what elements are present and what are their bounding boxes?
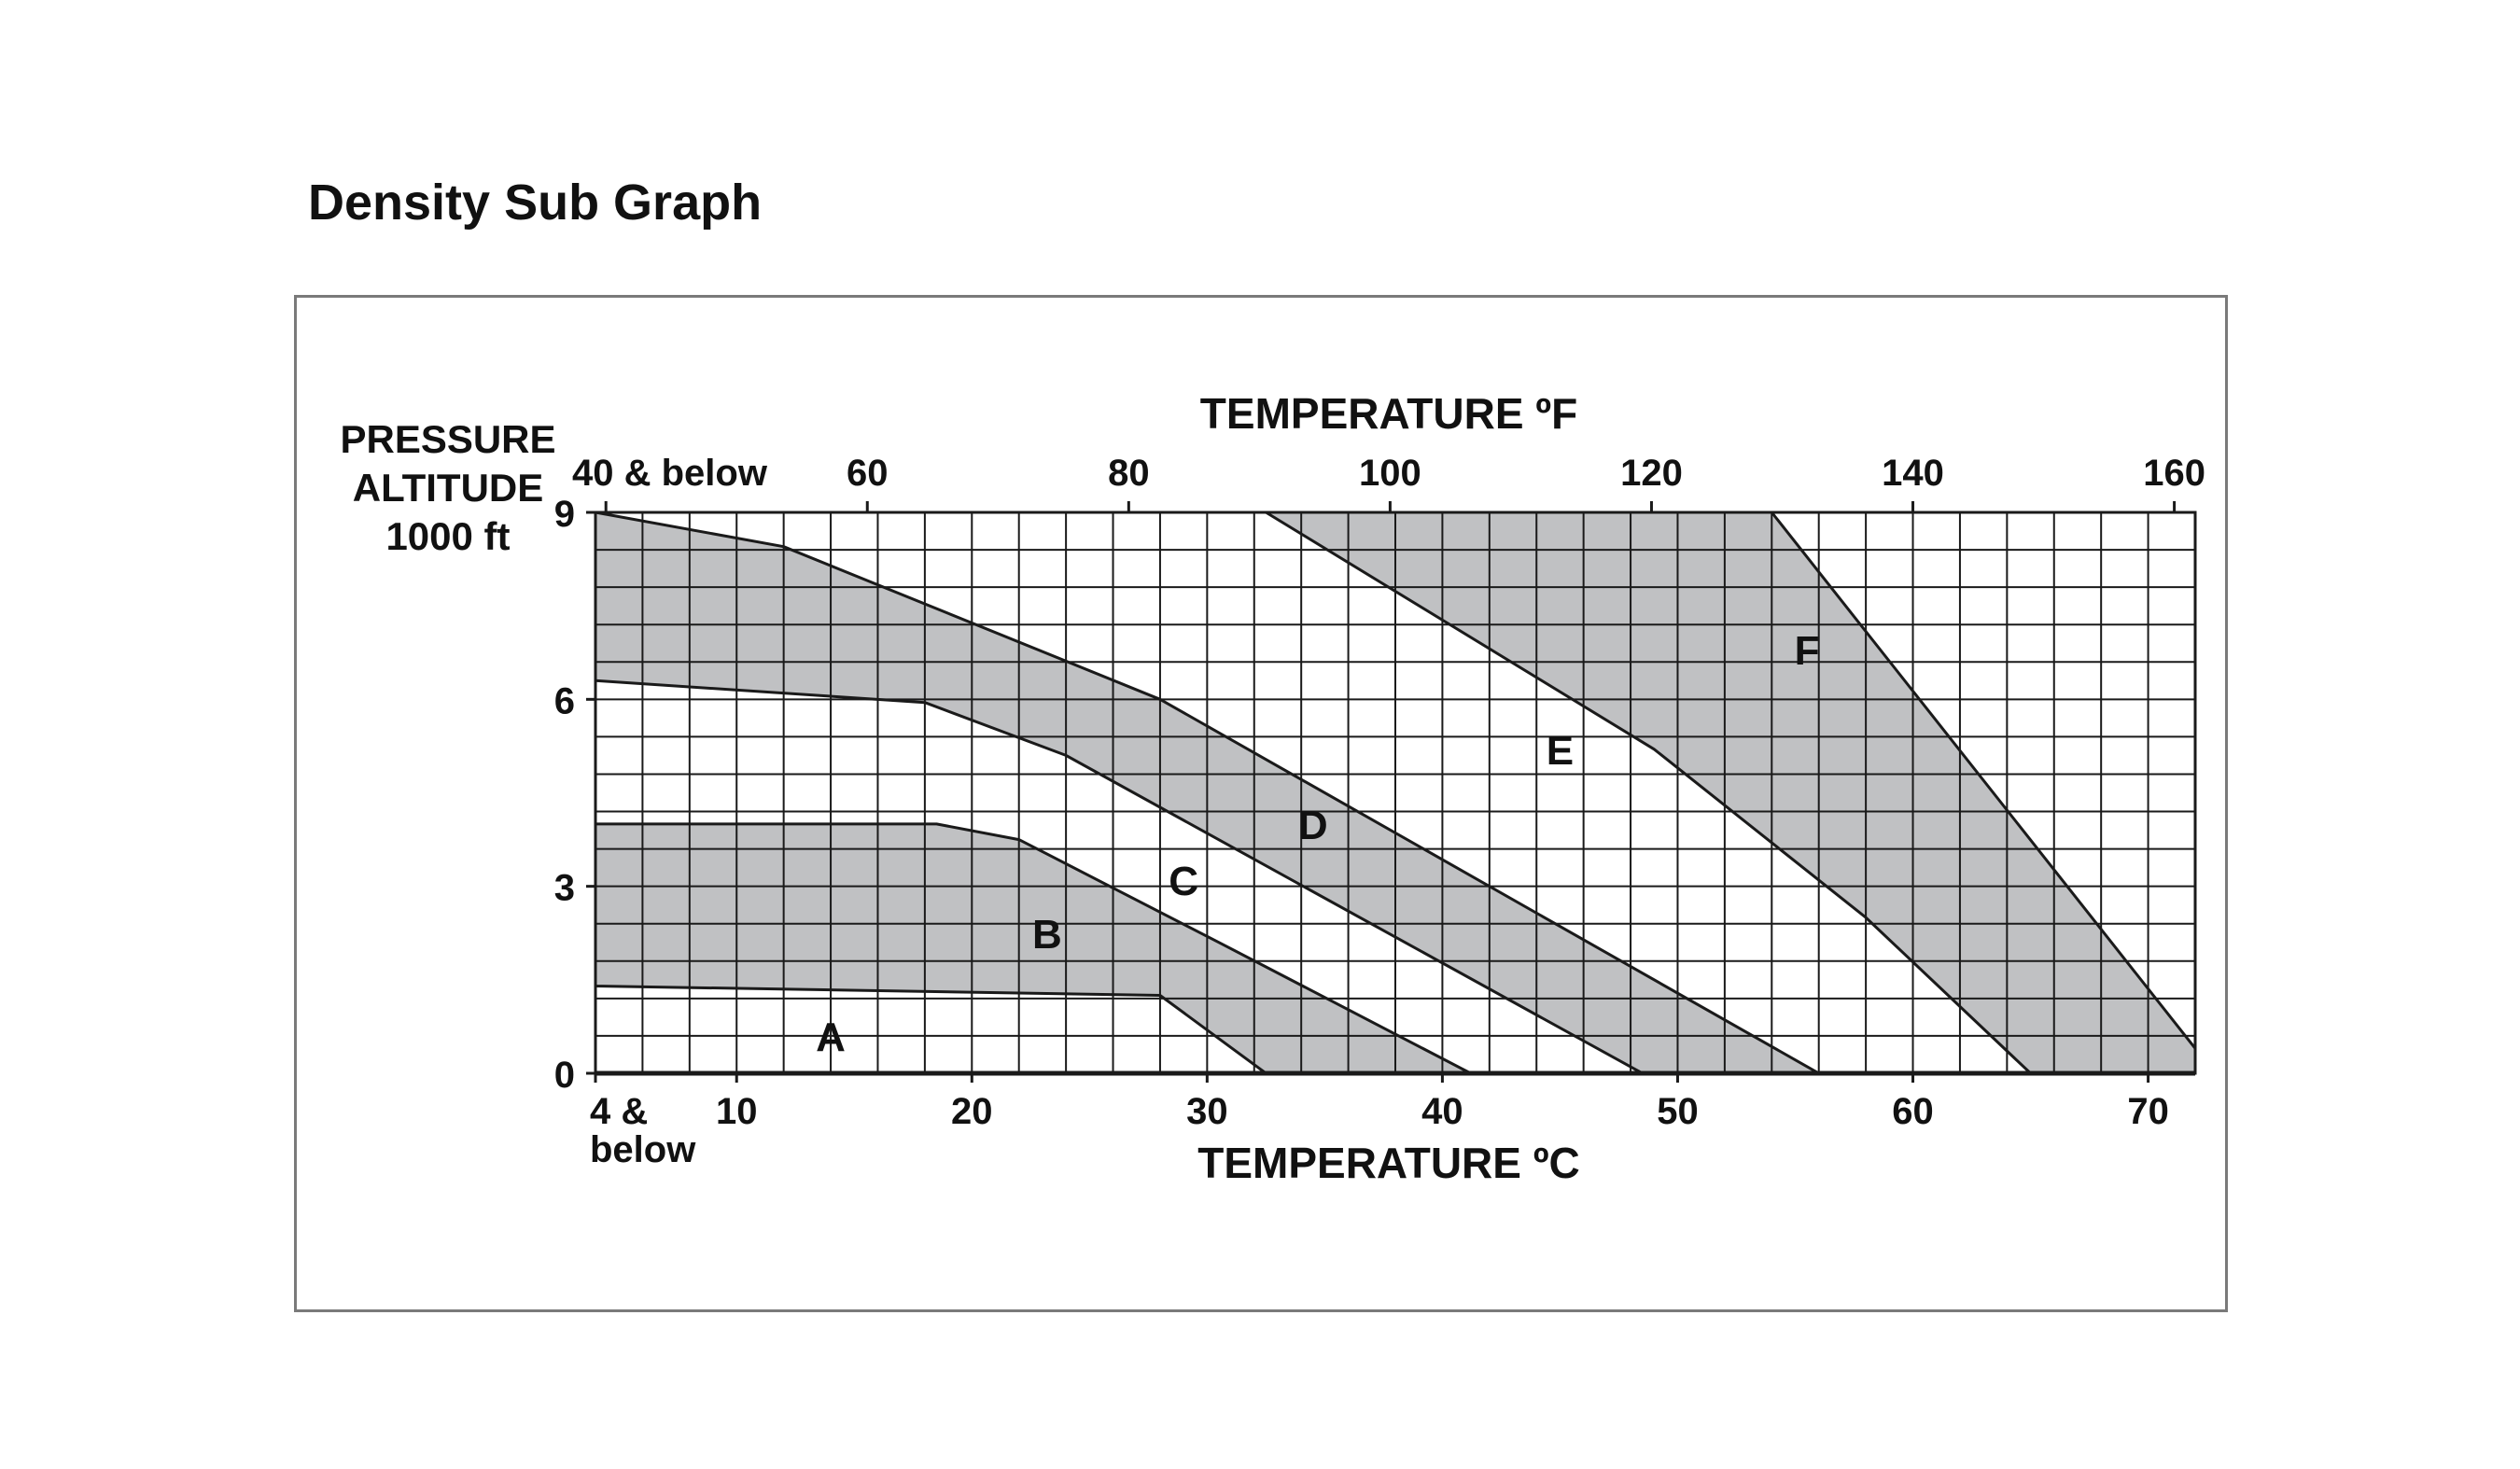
x-tick-label: 4 & — [590, 1091, 648, 1132]
top-tick-label: 40 & below — [572, 453, 768, 494]
zone-label-c: C — [1169, 859, 1198, 904]
x-tick-label: 50 — [1657, 1091, 1699, 1132]
x-tick-label: 30 — [1186, 1091, 1228, 1132]
top-tick-label: 60 — [847, 453, 889, 494]
y-axis-label: ALTITUDE — [353, 466, 544, 510]
x-tick-label: 20 — [951, 1091, 993, 1132]
top-tick-label: 80 — [1108, 453, 1150, 494]
top-tick-label: 140 — [1882, 453, 1944, 494]
top-tick-label: 120 — [1620, 453, 1683, 494]
x-axis-label: TEMPERATURE ºC — [1197, 1139, 1580, 1187]
y-axis-label: PRESSURE — [340, 417, 555, 461]
x-tick-label: below — [590, 1129, 696, 1170]
zone-f-area — [1264, 511, 2197, 1075]
top-tick-label: 160 — [2143, 453, 2205, 494]
x-tick-label: 60 — [1892, 1091, 1934, 1132]
x-tick-label: 10 — [716, 1091, 758, 1132]
zone-label-f: F — [1795, 628, 1820, 674]
y-tick-label: 9 — [554, 494, 575, 535]
y-tick-label: 0 — [554, 1055, 575, 1096]
zone-label-e: E — [1547, 728, 1574, 774]
zone-label-d: D — [1298, 803, 1328, 848]
x-tick-label: 40 — [1421, 1091, 1463, 1132]
x-tick-label: 70 — [2127, 1091, 2169, 1132]
page-title: Density Sub Graph — [308, 175, 763, 231]
y-tick-label: 6 — [554, 680, 575, 721]
zone-label-b: B — [1032, 912, 1062, 958]
y-tick-label: 3 — [554, 868, 575, 909]
y-axis-label: 1000 ft — [385, 514, 510, 558]
top-tick-label: 100 — [1359, 453, 1421, 494]
top-axis-label: TEMPERATURE ºF — [1200, 389, 1577, 438]
zone-label-a: A — [816, 1014, 846, 1060]
